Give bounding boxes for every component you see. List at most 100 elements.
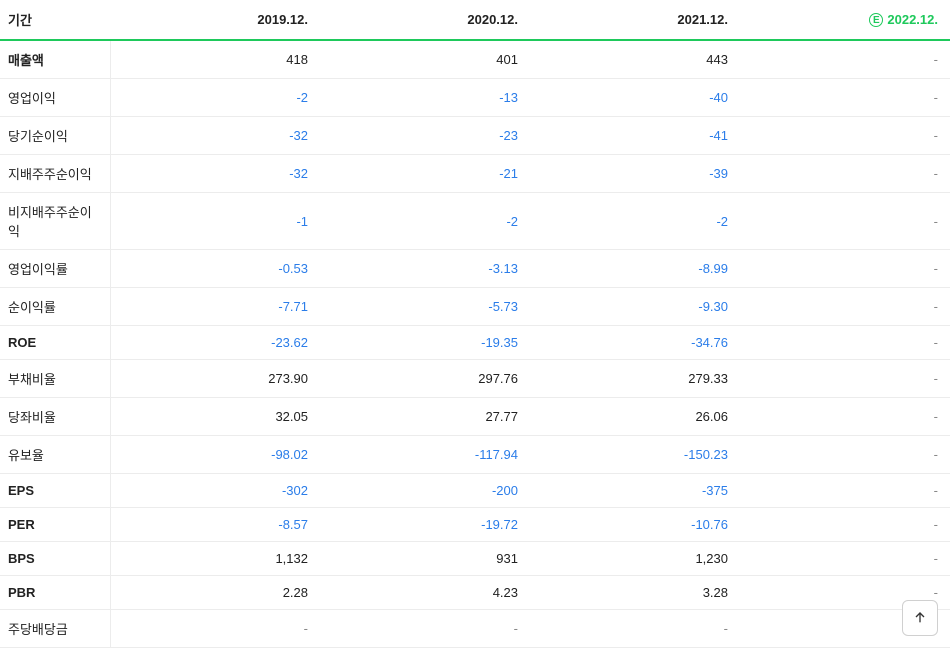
cell-value: 32.05 [110,398,320,436]
header-period-text-1: 2020.12. [467,12,518,27]
cell-value: - [740,250,950,288]
row-label: EPS [0,474,110,508]
cell-value: -8.99 [530,250,740,288]
header-period-1: 2020.12. [320,0,530,40]
cell-value: -117.94 [320,436,530,474]
row-label: 매출액 [0,40,110,79]
row-label: 비지배주주순이익 [0,193,110,250]
arrow-up-icon [912,609,928,628]
table-row: 비지배주주순이익-1-2-2- [0,193,950,250]
cell-value: 443 [530,40,740,79]
cell-value: 27.77 [320,398,530,436]
header-period-text-2: 2021.12. [677,12,728,27]
table-row: PER-8.57-19.72-10.76- [0,508,950,542]
cell-value: -32 [110,117,320,155]
table-row: 유보율-98.02-117.94-150.23- [0,436,950,474]
header-period-3: E 2022.12. [740,0,950,40]
row-label: 당기순이익 [0,117,110,155]
table-row: BPS1,1329311,230- [0,542,950,576]
cell-value: -19.72 [320,508,530,542]
header-period-2: 2021.12. [530,0,740,40]
cell-value: -98.02 [110,436,320,474]
cell-value: -302 [110,474,320,508]
cell-value: - [110,610,320,648]
header-period-label: 기간 [0,0,110,40]
table-row: 당기순이익-32-23-41- [0,117,950,155]
cell-value: - [740,360,950,398]
cell-value: -200 [320,474,530,508]
table-row: ROE-23.62-19.35-34.76- [0,326,950,360]
row-label: PER [0,508,110,542]
scroll-to-top-button[interactable] [902,600,938,636]
cell-value: 2.28 [110,576,320,610]
cell-value: - [740,40,950,79]
table-row: 주당배당금---- [0,610,950,648]
cell-value: -2 [530,193,740,250]
cell-value: -7.71 [110,288,320,326]
cell-value: 1,132 [110,542,320,576]
cell-value: 279.33 [530,360,740,398]
cell-value: 3.28 [530,576,740,610]
financial-table: 기간2019.12.2020.12.2021.12.E2022.12. 매출액4… [0,0,950,648]
cell-value: -19.35 [320,326,530,360]
cell-value: 1,230 [530,542,740,576]
cell-value: -8.57 [110,508,320,542]
cell-value: -2 [320,193,530,250]
cell-value: - [530,610,740,648]
cell-value: 273.90 [110,360,320,398]
cell-value: 297.76 [320,360,530,398]
cell-value: - [740,508,950,542]
row-label: 당좌비율 [0,398,110,436]
estimate-badge-icon: E [869,13,883,27]
header-period-text-3: 2022.12. [887,12,938,27]
cell-value: - [740,398,950,436]
cell-value: -9.30 [530,288,740,326]
cell-value: -3.13 [320,250,530,288]
row-label: ROE [0,326,110,360]
cell-value: - [740,474,950,508]
cell-value: - [320,610,530,648]
table-row: 영업이익률-0.53-3.13-8.99- [0,250,950,288]
cell-value: 4.23 [320,576,530,610]
table-row: PBR2.284.233.28- [0,576,950,610]
cell-value: 26.06 [530,398,740,436]
cell-value: - [740,117,950,155]
cell-value: - [740,326,950,360]
cell-value: -10.76 [530,508,740,542]
cell-value: -39 [530,155,740,193]
cell-value: - [740,193,950,250]
cell-value: -2 [110,79,320,117]
cell-value: -23 [320,117,530,155]
table-row: EPS-302-200-375- [0,474,950,508]
row-label: PBR [0,576,110,610]
cell-value: - [740,542,950,576]
cell-value: 931 [320,542,530,576]
row-label: 영업이익 [0,79,110,117]
cell-value: -0.53 [110,250,320,288]
table-row: 순이익률-7.71-5.73-9.30- [0,288,950,326]
cell-value: 401 [320,40,530,79]
row-label: 순이익률 [0,288,110,326]
table-header: 기간 2019.12. 2020.12. 2021.12. E 2022.12. [0,0,950,40]
row-label: BPS [0,542,110,576]
table-row: 지배주주순이익-32-21-39- [0,155,950,193]
row-label: 유보율 [0,436,110,474]
cell-value: -34.76 [530,326,740,360]
cell-value: -21 [320,155,530,193]
cell-value: -40 [530,79,740,117]
cell-value: - [740,436,950,474]
row-label: 부채비율 [0,360,110,398]
cell-value: - [740,155,950,193]
table-row: 매출액418401443- [0,40,950,79]
cell-value: -5.73 [320,288,530,326]
cell-value: -41 [530,117,740,155]
header-period-text-0: 2019.12. [257,12,308,27]
cell-value: 418 [110,40,320,79]
table-row: 영업이익-2-13-40- [0,79,950,117]
cell-value: -32 [110,155,320,193]
table-row: 당좌비율32.0527.7726.06- [0,398,950,436]
row-label: 주당배당금 [0,610,110,648]
cell-value: - [740,288,950,326]
cell-value: -150.23 [530,436,740,474]
row-label: 영업이익률 [0,250,110,288]
